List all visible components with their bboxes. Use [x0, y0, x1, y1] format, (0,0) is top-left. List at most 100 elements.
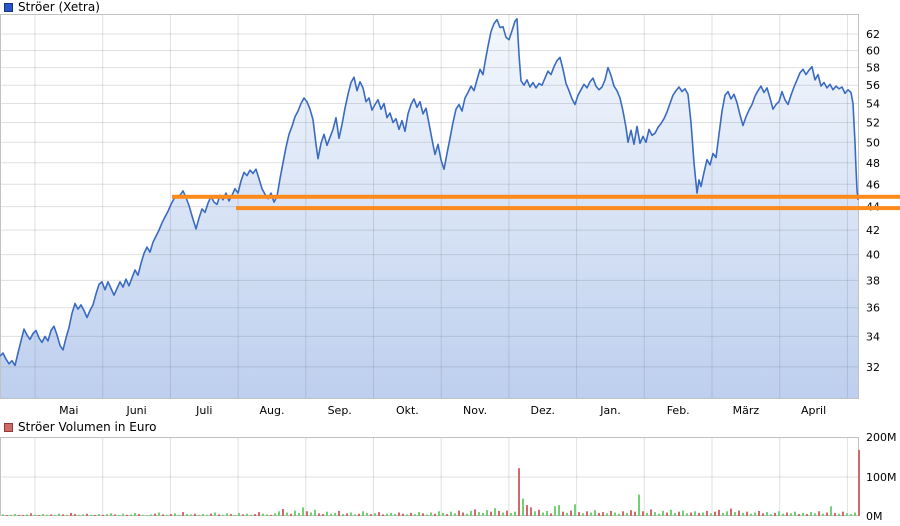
volume-bar	[474, 509, 476, 516]
x-month-label: Dez.	[531, 404, 556, 417]
volume-bar	[226, 513, 228, 516]
volume-bar	[170, 514, 172, 516]
volume-bar	[90, 514, 92, 516]
volume-bar	[302, 507, 304, 516]
x-month-label: Jan.	[599, 404, 620, 417]
volume-bar	[114, 514, 116, 516]
x-month-label: Aug.	[260, 404, 285, 417]
volume-bar	[666, 512, 668, 516]
volume-bar	[806, 514, 808, 516]
y-tick-label: 48	[866, 157, 880, 170]
volume-bar	[758, 510, 760, 516]
volume-bar	[274, 513, 276, 516]
volume-bar	[102, 514, 104, 516]
volume-bar	[434, 513, 436, 516]
x-month-label: Feb.	[667, 404, 690, 417]
volume-bar	[502, 512, 504, 516]
y-tick-label: 60	[866, 45, 880, 58]
volume-bar	[658, 513, 660, 516]
volume-bar	[310, 512, 312, 516]
volume-bar	[94, 515, 96, 516]
y-tick-label: 42	[866, 224, 880, 237]
volume-bar	[854, 512, 856, 516]
volume-bar	[790, 513, 792, 516]
volume-bar	[670, 509, 672, 516]
volume-bar	[378, 512, 380, 516]
x-month-label: Juni	[125, 404, 146, 417]
volume-legend: Ströer Volumen in Euro	[4, 421, 156, 433]
volume-bar	[694, 511, 696, 516]
volume-bar	[110, 513, 112, 516]
y-tick-label: 38	[866, 274, 880, 287]
volume-bar	[782, 513, 784, 516]
volume-bar	[830, 506, 832, 516]
volume-bar	[822, 513, 824, 516]
volume-bar	[486, 510, 488, 516]
y-tick-label: 58	[866, 62, 880, 75]
volume-bar	[774, 512, 776, 516]
volume-bar	[250, 514, 252, 516]
volume-bar	[6, 515, 8, 516]
volume-bar	[162, 514, 164, 516]
volume-bar	[506, 510, 508, 516]
volume-bar	[62, 514, 64, 516]
volume-bar	[306, 511, 308, 516]
y-tick-label: 62	[866, 28, 880, 41]
volume-bar	[382, 514, 384, 516]
volume-legend-label: Ströer Volumen in Euro	[18, 420, 157, 434]
volume-bar	[574, 504, 576, 516]
volume-bar	[118, 515, 120, 516]
volume-bar	[646, 512, 648, 516]
volume-bar	[858, 449, 860, 516]
volume-bar	[414, 514, 416, 516]
volume-bar	[846, 513, 848, 516]
y-tick-label: 32	[866, 361, 880, 374]
volume-bar	[238, 512, 240, 516]
volume-bar	[838, 513, 840, 516]
volume-bar	[202, 514, 204, 516]
volume-bar	[690, 512, 692, 516]
volume-bar	[706, 510, 708, 516]
volume-bar	[622, 511, 624, 516]
volume-bar	[178, 514, 180, 516]
x-month-label: April	[801, 404, 826, 417]
volume-bar	[46, 514, 48, 516]
volume-bar	[642, 511, 644, 516]
x-month-label: Juli	[195, 404, 212, 417]
volume-bar	[338, 510, 340, 516]
volume-bar	[10, 514, 12, 516]
volume-bar	[358, 513, 360, 516]
volume-bar	[146, 515, 148, 516]
volume-bar	[334, 512, 336, 516]
volume-bar	[210, 513, 212, 516]
volume-bar	[586, 511, 588, 516]
volume-bar	[386, 513, 388, 516]
volume-bar	[490, 511, 492, 516]
volume-bar	[834, 512, 836, 516]
volume-bar	[426, 514, 428, 516]
volume-chart: 200M 100M 0M	[0, 431, 897, 523]
price-legend: Ströer (Xetra)	[4, 1, 100, 13]
volume-bar	[610, 510, 612, 516]
volume-bar	[530, 507, 532, 516]
x-month-label: Sep.	[328, 404, 352, 417]
volume-bar	[182, 512, 184, 516]
volume-bar	[158, 512, 160, 516]
volume-bar	[42, 514, 44, 516]
volume-bar	[326, 511, 328, 516]
volume-bar	[418, 512, 420, 516]
volume-bar	[402, 513, 404, 516]
volume-bar	[242, 514, 244, 516]
volume-bar	[842, 511, 844, 516]
volume-bar	[798, 514, 800, 516]
volume-bar	[722, 512, 724, 516]
volume-bar	[582, 513, 584, 516]
volume-bar	[638, 494, 640, 516]
volume-bar	[394, 514, 396, 516]
y-tick-label: 52	[866, 117, 880, 130]
volume-bar	[190, 514, 192, 516]
volume-bar	[206, 514, 208, 516]
volume-bar	[626, 512, 628, 516]
volume-bar	[650, 509, 652, 516]
volume-bar	[58, 513, 60, 516]
